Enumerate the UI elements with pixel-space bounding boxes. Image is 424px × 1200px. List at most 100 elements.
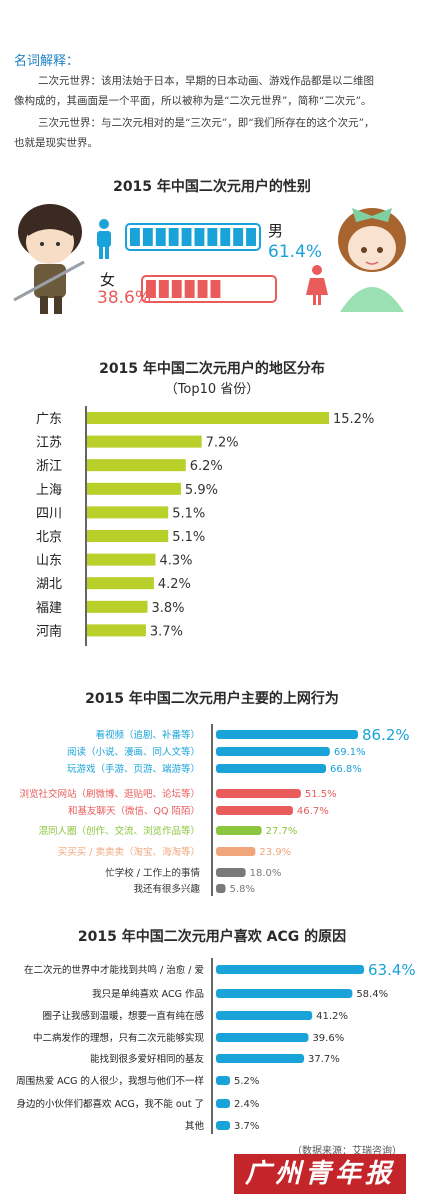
female-bar-segment (249, 280, 260, 298)
reasons-category-label: 能找到很多爱好相同的基友 (90, 1053, 205, 1065)
glossary-erciyuan-1: 二次元世界：该用法始于日本，早期的日本动画、游戏作品都是以二维图 (38, 75, 374, 87)
male-bar-segment (246, 228, 256, 246)
region-value-label: 6.2% (190, 459, 223, 474)
male-bar-frame (125, 223, 261, 251)
glossary-sanciyuan-2: 也就是现实世界。 (14, 137, 98, 149)
region-bar (87, 600, 148, 613)
behavior-category-label: 忙学校 / 工作上的事情 (105, 867, 200, 879)
region-category-label: 上海 (36, 483, 62, 498)
behavior-value-label: 51.5% (305, 789, 337, 800)
region-category-label: 山东 (36, 554, 62, 569)
behavior-bar (216, 730, 358, 739)
behavior-bar (216, 847, 256, 856)
region-value-label: 3.7% (150, 624, 183, 639)
region-value-label: 15.2% (333, 412, 374, 427)
reasons-value-label: 39.6% (312, 1033, 344, 1044)
behavior-value-label: 27.7% (266, 826, 298, 837)
behavior-category-label: 看视频（追剧、补番等） (95, 729, 200, 741)
reasons-bar (216, 1054, 305, 1063)
male-bar-segment (130, 228, 140, 246)
female-bar-segment (223, 280, 234, 298)
female-bar-segment (171, 280, 182, 298)
reasons-bar (216, 1099, 230, 1108)
data-source: （数据来源：艾瑞咨询） (292, 1146, 402, 1157)
behavior-value-label: 86.2% (362, 726, 410, 744)
behavior-bar (216, 789, 301, 798)
female-bar-frame (141, 275, 277, 303)
behavior-bar (216, 884, 226, 893)
female-value: 38.6% (97, 288, 151, 308)
region-bar (87, 553, 156, 566)
region-value-label: 3.8% (152, 601, 185, 616)
behavior-value-label: 69.1% (334, 747, 366, 758)
behavior-bar (216, 747, 330, 756)
region-bar (87, 506, 169, 519)
behavior-value-label: 23.9% (259, 847, 291, 858)
region-bar (87, 459, 186, 472)
female-bar-segment (146, 280, 156, 298)
male-bar-segment (207, 228, 218, 246)
male-bar-segment (168, 228, 179, 246)
female-bar-segment (197, 280, 208, 298)
reasons-title: 2015 年中国二次元用户喜欢 ACG 的原因 (77, 929, 347, 945)
region-value-label: 5.1% (172, 506, 205, 521)
reasons-category-label: 我只是单纯喜欢 ACG 作品 (92, 988, 204, 1000)
female-bar-segment (184, 280, 195, 298)
male-bar-segment (194, 228, 205, 246)
glossary-sanciyuan-1: 三次元世界：与二次元相对的是“三次元”，即“我们所存在的这个次元”， (38, 117, 375, 129)
reasons-bar (216, 1033, 309, 1042)
female-bar-segment (158, 280, 169, 298)
behavior-bar (216, 764, 327, 773)
female-person-icon (306, 265, 328, 305)
region-category-label: 河南 (36, 623, 62, 639)
region-value-label: 5.1% (172, 530, 205, 545)
region-bar (87, 482, 181, 495)
behavior-category-label: 买买买 / 卖卖卖（淘宝、海淘等） (58, 846, 200, 858)
male-person-icon (97, 219, 111, 259)
behavior-bar (216, 806, 293, 815)
reasons-chart: 在二次元的世界中才能找到共鸣 / 治愈 / 爱 63.4% 我只是单纯喜欢 ACG … (16, 958, 416, 1134)
region-bar (87, 624, 146, 637)
boy-character-illustration (13, 204, 85, 314)
region-category-label: 北京 (36, 530, 62, 545)
reasons-bar (216, 1011, 313, 1020)
reasons-value-label: 2.4% (234, 1099, 259, 1110)
girl-character-illustration (338, 208, 406, 312)
reasons-category-label: 圈子让我感到温暖，想要一直有纯在感 (42, 1010, 204, 1022)
glossary-title: 名词解释： (14, 54, 80, 69)
behavior-value-label: 5.8% (230, 884, 255, 895)
reasons-value-label: 37.7% (308, 1054, 340, 1065)
region-value-label: 4.2% (158, 577, 191, 592)
region-category-label: 浙江 (36, 459, 62, 474)
male-bar-segment (181, 228, 192, 246)
male-bar-segment (233, 228, 244, 246)
behavior-title: 2015 年中国二次元用户主要的上网行为 (85, 691, 339, 707)
reasons-category-label: 在二次元的世界中才能找到共鸣 / 治愈 / 爱 (24, 964, 204, 976)
region-category-label: 四川 (36, 506, 62, 521)
region-value-label: 5.9% (185, 483, 218, 498)
newspaper-logo: 广州青年报 (234, 1154, 406, 1194)
female-bar-segment (236, 280, 247, 298)
reasons-category-label: 周围热爱 ACG 的人很少，我想与他们不一样 (16, 1075, 204, 1087)
reasons-category-label: 身边的小伙伴们都喜欢 ACG，我不能 out 了 (17, 1098, 204, 1110)
behavior-value-label: 18.0% (250, 868, 282, 879)
male-bar-segment (155, 228, 166, 246)
male-bar-segment (142, 228, 153, 246)
gender-chart: 男 61.4% 女 38.6% (13, 204, 406, 314)
region-bar (87, 530, 169, 542)
top-band (0, 0, 424, 40)
reasons-value-label: 3.7% (234, 1121, 259, 1132)
region-bar (87, 577, 154, 590)
reasons-category-label: 中二病发作的理想，只有二次元能够实现 (33, 1032, 205, 1044)
behavior-category-label: 浏览社交网站（刷微博、逛贴吧、论坛等） (19, 788, 200, 800)
region-bar (87, 435, 202, 448)
reasons-bar (216, 965, 364, 974)
region-bar (87, 412, 329, 424)
behavior-chart: 看视频（追剧、补番等） 86.2% 阅读（小说、漫画、同人文等） 69.1% 玩游戏（手… (19, 724, 410, 896)
region-value-label: 4.3% (159, 554, 192, 569)
behavior-category-label: 阅读（小说、漫画、同人文等） (67, 746, 200, 758)
glossary-erciyuan-2: 像构成的，其画面是一个平面，所以被称为是“二次元世界”，简称“二次元”。 (14, 95, 372, 107)
reasons-value-label: 5.2% (234, 1076, 259, 1087)
region-category-label: 江苏 (36, 435, 62, 451)
behavior-value-label: 66.8% (330, 764, 362, 775)
